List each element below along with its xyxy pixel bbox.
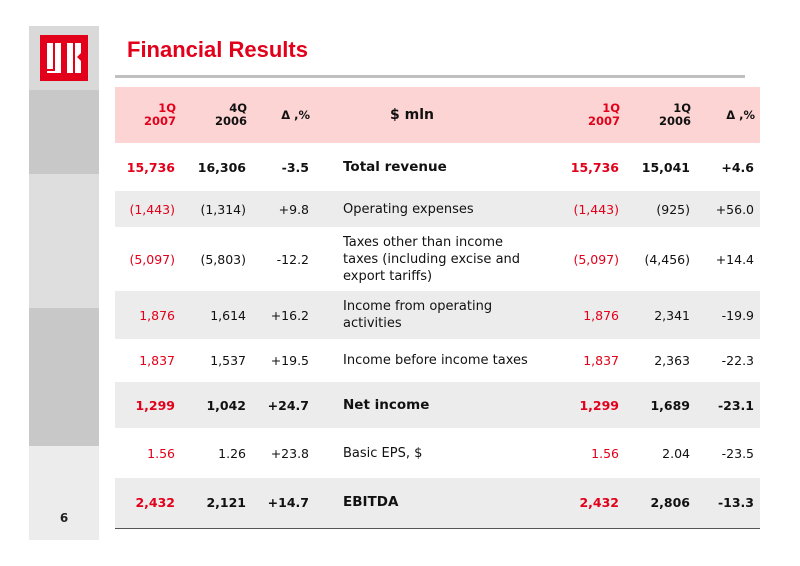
cell-delta-yoy: +14.4 (715, 251, 754, 267)
cell-1q-2006: (4,456) (644, 251, 690, 267)
sidebar-band (29, 308, 99, 446)
cell-1q-2007: (1,443) (129, 201, 175, 217)
table-row: 1,876 1,614 +16.2 Income from operating … (115, 291, 760, 339)
cell-delta-qoq: +24.7 (267, 397, 309, 413)
row-label: Income from operating activities (343, 299, 493, 331)
cell-1q-2007: 1,299 (135, 397, 175, 413)
cell-delta-yoy: -13.3 (717, 495, 754, 511)
table-row: 1,299 1,042 +24.7 Net income 1,299 1,689… (115, 382, 760, 428)
cell-1q-2007-b: 1,837 (583, 353, 619, 368)
table-row: 15,736 16,306 -3.5 Total revenue 15,736 … (115, 143, 760, 191)
col-header-unit: $ mln (390, 106, 434, 123)
cell-1q-2007: 1.56 (147, 445, 175, 461)
cell-delta-yoy: +56.0 (715, 201, 754, 217)
table-header-row: 1Q 2007 4Q 2006 Δ ,% $ mln 1Q 2007 1Q 2006 Δ… (115, 87, 760, 143)
cell-1q-2007-b: 15,736 (570, 159, 619, 175)
cell-delta-yoy: -19.9 (721, 307, 754, 323)
cell-delta-yoy: +4.6 (721, 159, 754, 175)
lukoil-logo (40, 35, 88, 81)
cell-delta-qoq: +9.8 (278, 201, 309, 217)
table-row: (1,443) (1,314) +9.8 Operating expenses … (115, 191, 760, 227)
cell-delta-yoy: -23.5 (721, 445, 754, 461)
cell-4q-2006: 1,537 (210, 353, 246, 368)
cell-1q-2007: (5,097) (129, 251, 175, 267)
cell-4q-2006: (5,803) (200, 251, 246, 267)
cell-1q-2006: 2,341 (654, 307, 690, 323)
row-label: Total revenue (343, 158, 447, 175)
left-sidebar: 6 (29, 26, 99, 540)
cell-1q-2007: 1,837 (139, 353, 175, 368)
cell-delta-yoy: -23.1 (717, 397, 754, 413)
row-label: Taxes other than income taxes (including… (343, 234, 521, 284)
cell-4q-2006: 1,042 (206, 397, 246, 413)
financial-results-table: 1Q 2007 4Q 2006 Δ ,% $ mln 1Q 2007 1Q 2006 Δ… (115, 87, 760, 529)
table-row: 1,837 1,537 +19.5 Income before income t… (115, 339, 760, 382)
row-label: EBITDA (343, 494, 399, 511)
cell-delta-qoq: +23.8 (270, 445, 309, 461)
cell-delta-qoq: +19.5 (270, 353, 309, 368)
sidebar-band (29, 90, 99, 174)
lukoil-logo-mark (47, 43, 81, 73)
cell-1q-2007-b: 1,876 (583, 307, 619, 323)
table-row: 1.56 1.26 +23.8 Basic EPS, $ 1.56 2.04 -… (115, 428, 760, 478)
cell-1q-2007-b: 1.56 (591, 445, 619, 461)
cell-1q-2007: 1,876 (139, 307, 175, 323)
cell-delta-yoy: -22.3 (721, 353, 754, 368)
cell-delta-qoq: -3.5 (281, 159, 309, 175)
cell-4q-2006: 16,306 (197, 159, 246, 175)
cell-4q-2006: 1.26 (218, 445, 246, 461)
cell-1q-2006: 2,363 (654, 353, 690, 368)
row-label: Basic EPS, $ (343, 445, 423, 461)
cell-4q-2006: 1,614 (210, 307, 246, 323)
sidebar-band: 6 (29, 446, 99, 540)
cell-1q-2006: 2,806 (650, 495, 690, 511)
table-row: (5,097) (5,803) -12.2 Taxes other than i… (115, 227, 760, 291)
page-title: Financial Results (127, 37, 308, 62)
title-divider (115, 75, 745, 78)
logo-area (29, 26, 99, 90)
col-header-1q-2006: 1Q 2006 (658, 101, 691, 128)
cell-delta-qoq: +14.7 (267, 495, 309, 511)
cell-1q-2007-b: 1,299 (579, 397, 619, 413)
cell-delta-qoq: +16.2 (270, 307, 309, 323)
cell-1q-2007-b: 2,432 (579, 495, 619, 511)
table-row: 2,432 2,121 +14.7 EBITDA 2,432 2,806 -13… (115, 478, 760, 528)
cell-4q-2006: 2,121 (206, 495, 246, 511)
col-header-1q-2007-b: 1Q 2007 (587, 101, 620, 128)
row-label: Net income (343, 396, 430, 413)
cell-4q-2006: (1,314) (200, 201, 246, 217)
page-number: 6 (59, 511, 69, 525)
cell-1q-2006: 2.04 (662, 445, 690, 461)
cell-1q-2007: 15,736 (126, 159, 175, 175)
col-header-delta-qoq: Δ ,% (281, 107, 310, 122)
cell-1q-2006: (925) (656, 201, 690, 217)
col-header-4q-2006: 4Q 2006 (214, 101, 247, 128)
row-label: Income before income taxes (343, 353, 528, 368)
sidebar-band (29, 174, 99, 308)
col-header-1q-2007: 1Q 2007 (143, 101, 176, 128)
cell-1q-2007-b: (1,443) (573, 201, 619, 217)
row-label: Operating expenses (343, 201, 474, 217)
cell-delta-qoq: -12.2 (276, 251, 309, 267)
col-header-delta-yoy: Δ ,% (726, 107, 755, 122)
cell-1q-2007-b: (5,097) (573, 251, 619, 267)
cell-1q-2007: 2,432 (135, 495, 175, 511)
cell-1q-2006: 1,689 (650, 397, 690, 413)
cell-1q-2006: 15,041 (641, 159, 690, 175)
